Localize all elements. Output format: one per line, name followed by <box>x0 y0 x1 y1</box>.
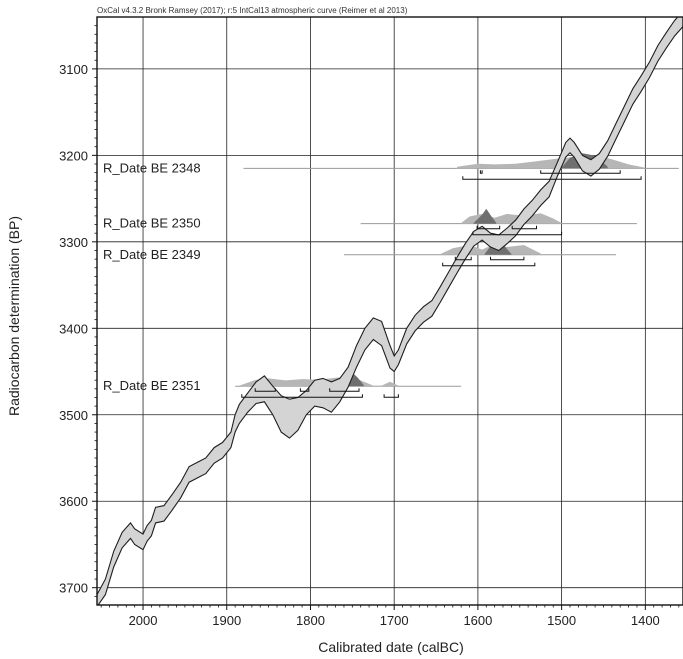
probability-range-bracket <box>511 225 537 230</box>
probability-range-bracket <box>472 231 563 236</box>
sample-label: R_Date BE 2348 <box>103 160 201 175</box>
probability-range-bracket <box>241 394 363 398</box>
x-tick-label: 1800 <box>296 613 325 628</box>
x-tick-label: 1900 <box>212 613 241 628</box>
x-tick-label: 1700 <box>380 613 409 628</box>
probability-range-bracket <box>454 256 472 261</box>
y-tick-label: 3700 <box>59 581 88 596</box>
probability-range-bracket <box>442 262 536 267</box>
grid-lines <box>97 17 683 605</box>
x-axis-title: Calibrated date (calBC) <box>318 639 464 655</box>
sample-labels: R_Date BE 2348 R_Date BE 2350 R_Date BE 23… <box>103 160 201 393</box>
probability-range-bracket <box>462 176 642 180</box>
probability-range-bracket <box>329 388 360 392</box>
x-tick-label: 2000 <box>129 613 158 628</box>
probability-range-bracket <box>299 388 310 392</box>
calibration-curve <box>97 17 683 605</box>
y-tick-label: 3300 <box>59 235 88 250</box>
y-tick-label: 3600 <box>59 494 88 509</box>
probability-range-bracket <box>479 170 483 174</box>
posterior-distribution <box>473 208 497 224</box>
calibration-lower-edge <box>97 26 683 605</box>
x-tick-label: 1500 <box>547 613 576 628</box>
probability-range-bracket <box>490 256 525 261</box>
x-axis: 2000 1900 1800 1700 1600 1500 1400 <box>100 605 680 628</box>
probability-range-bracket <box>254 388 276 392</box>
x-tick-label: 1400 <box>631 613 660 628</box>
probability-range-bracket <box>383 394 399 398</box>
y-axis: 3100 3200 3300 3400 3500 3600 3700 <box>59 25 97 597</box>
x-tick-label: 1600 <box>463 613 492 628</box>
sample-label: R_Date BE 2349 <box>103 247 201 262</box>
y-tick-label: 3200 <box>59 148 88 163</box>
y-tick-label: 3400 <box>59 321 88 336</box>
sample-label: R_Date BE 2351 <box>103 378 201 393</box>
probability-range-bracket <box>476 225 501 230</box>
calibration-upper-edge <box>97 17 679 595</box>
y-tick-label: 3100 <box>59 62 88 77</box>
probability-range-bracket <box>540 170 621 174</box>
probability-ranges <box>241 170 642 398</box>
y-tick-label: 3500 <box>59 408 88 423</box>
sample-label: R_Date BE 2350 <box>103 216 201 231</box>
chart-title: OxCal v4.3.2 Bronk Ramsey (2017); r:5 In… <box>97 6 408 15</box>
y-axis-title: Radiocarbon determination (BP) <box>6 216 22 416</box>
